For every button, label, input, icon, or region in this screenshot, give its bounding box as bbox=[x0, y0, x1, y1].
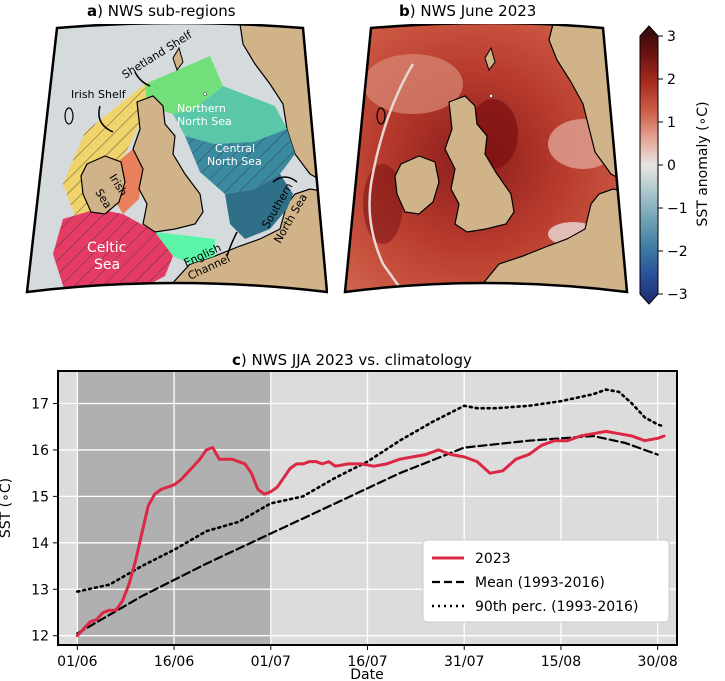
panel-a-title: a) NWS sub-regions bbox=[87, 2, 236, 20]
subregions-map: Shetland Shelf Irish Shelf Northern Nort… bbox=[25, 24, 328, 294]
region-southern-north-sea bbox=[225, 174, 293, 239]
x-axis-label: Date bbox=[350, 667, 383, 681]
x-tick-label: 01/07 bbox=[251, 654, 291, 670]
region-english-channel bbox=[155, 232, 215, 264]
label-celtic-sea-1: Celtic bbox=[87, 240, 126, 256]
y-tick-label: 17 bbox=[31, 397, 49, 413]
colorbar-tick-label: −3 bbox=[667, 287, 688, 303]
x-tick-label: 15/08 bbox=[541, 654, 581, 670]
legend-label-p90: 90th perc. (1993-2016) bbox=[475, 599, 638, 615]
series-line-2023 bbox=[75, 429, 666, 638]
x-tick-label: 16/06 bbox=[154, 654, 194, 670]
colorbar: 3 2 1 0 −1 −2 −3 SST anomaly (∘C) bbox=[639, 25, 711, 305]
great-britain-landmass bbox=[132, 95, 204, 233]
x-tick-label: 16/07 bbox=[347, 654, 387, 670]
y-tick-label: 15 bbox=[31, 489, 49, 505]
region-shetland-shelf bbox=[145, 56, 223, 114]
label-central-north-sea-2: North Sea bbox=[207, 155, 262, 168]
legend-box bbox=[422, 539, 670, 623]
panel-b-title: b) NWS June 2023 bbox=[399, 2, 537, 20]
y-axis-label: SST (∘C) bbox=[0, 478, 14, 538]
y-tick-label: 12 bbox=[31, 629, 49, 645]
map-frame bbox=[343, 24, 629, 294]
colorbar-label: SST anomaly (∘C) bbox=[695, 101, 711, 226]
label-central-north-sea-1: Central bbox=[215, 142, 255, 155]
panel-c-title: c) NWS JJA 2023 vs. climatology bbox=[232, 351, 472, 369]
colorbar-tick-label: −2 bbox=[667, 244, 688, 260]
colorbar-tick-label: 2 bbox=[667, 72, 676, 88]
legend-label-2023: 2023 bbox=[475, 551, 511, 567]
x-tick-label: 30/08 bbox=[637, 654, 677, 670]
colorbar-tick-label: 3 bbox=[667, 29, 676, 45]
y-tick-label: 14 bbox=[31, 536, 49, 552]
shetland-islands bbox=[172, 46, 184, 72]
colorbar-tick-label: 1 bbox=[667, 115, 676, 131]
label-irish-shelf: Irish Shelf bbox=[71, 88, 127, 101]
series-line-90th-perc-1993-2016- bbox=[76, 388, 666, 593]
ireland-landmass bbox=[80, 155, 126, 215]
series-line-mean-1993-2016- bbox=[76, 434, 659, 635]
colorbar-tick-label: −1 bbox=[667, 201, 688, 217]
label-celtic-sea-2: Sea bbox=[94, 257, 120, 273]
colorbar-tick-label: 0 bbox=[667, 158, 676, 174]
map-frame bbox=[25, 24, 328, 294]
colorbar-bar bbox=[639, 25, 659, 305]
legend: 2023 Mean (1993-2016) 90th perc. (1993-2… bbox=[422, 539, 670, 623]
sst-timeseries-chart: 12 13 14 15 16 17 01/06 16/06 01/07 16/07 31/07 15… bbox=[0, 370, 678, 681]
great-britain-landmass bbox=[444, 95, 515, 233]
continent-landmass bbox=[473, 188, 627, 292]
ireland-landmass bbox=[394, 155, 440, 215]
y-tick-label: 16 bbox=[31, 443, 49, 459]
region-northern-north-sea bbox=[173, 86, 287, 144]
y-tick-label: 13 bbox=[31, 582, 49, 598]
x-tick-label: 01/06 bbox=[57, 654, 97, 670]
legend-label-mean: Mean (1993-2016) bbox=[475, 575, 605, 591]
sst-anomaly-map bbox=[343, 24, 629, 294]
x-tick-label: 31/07 bbox=[444, 654, 484, 670]
label-northern-north-sea-1: Northern bbox=[177, 102, 226, 115]
label-northern-north-sea-2: North Sea bbox=[177, 115, 232, 128]
